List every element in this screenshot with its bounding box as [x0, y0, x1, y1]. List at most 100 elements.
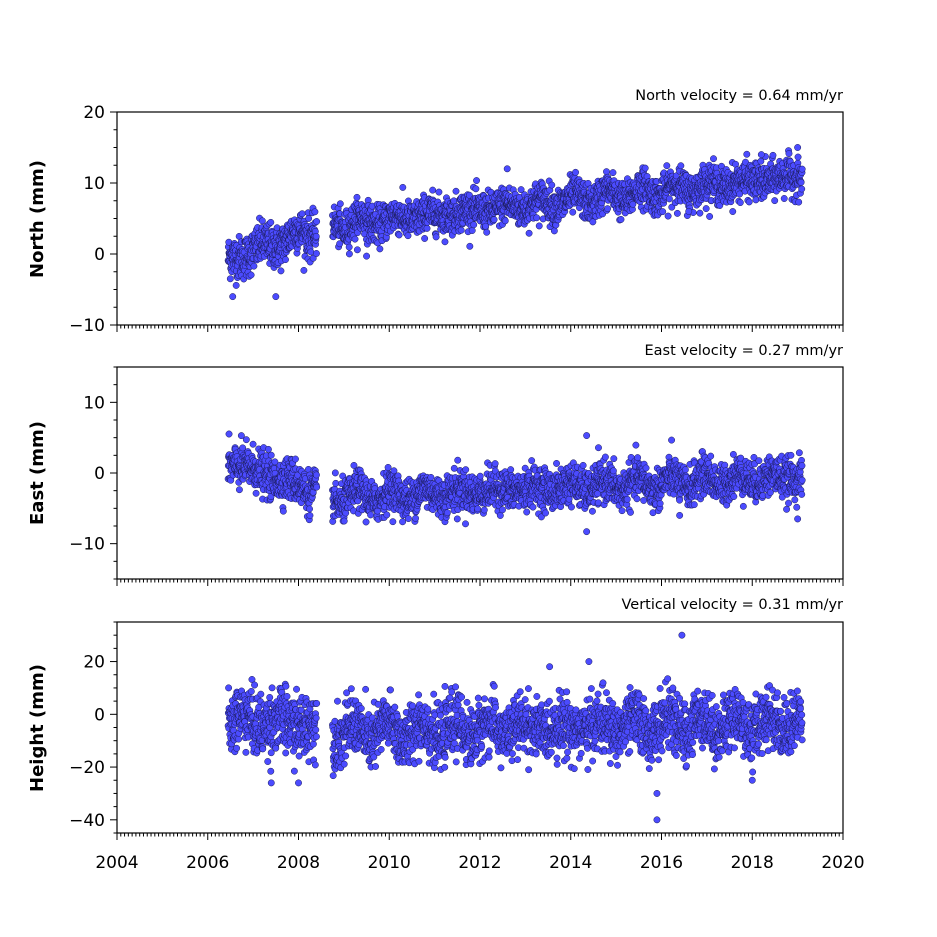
data-point [794, 153, 802, 161]
data-point [470, 221, 478, 229]
data-point [743, 150, 751, 158]
data-point [353, 246, 361, 254]
data-point [412, 514, 420, 522]
north-points [224, 144, 806, 301]
data-point [681, 466, 689, 474]
data-point [421, 235, 429, 242]
data-point [264, 445, 272, 453]
data-point [798, 185, 806, 193]
data-point [476, 472, 484, 480]
data-point [225, 430, 233, 438]
data-point [313, 483, 321, 491]
data-point [752, 196, 760, 204]
data-point [745, 198, 753, 206]
data-point [553, 459, 560, 467]
data-point [306, 512, 314, 519]
data-point [331, 469, 339, 477]
data-point [468, 227, 476, 234]
data-point [633, 495, 641, 503]
data-point [235, 486, 243, 494]
outlier-point [229, 293, 237, 301]
data-point [483, 228, 491, 236]
outlier-point [794, 144, 802, 151]
data-point [300, 266, 308, 274]
data-point [399, 183, 407, 191]
data-point [252, 489, 260, 497]
outlier-point [503, 165, 511, 173]
data-point [690, 501, 698, 509]
data-point [601, 453, 609, 461]
data-point [267, 451, 275, 459]
east-title: East velocity = 0.27 mm/yr [644, 343, 843, 359]
data-point [641, 164, 649, 172]
outlier-point [757, 151, 765, 159]
data-point [351, 235, 359, 243]
data-point [568, 503, 575, 511]
data-point [604, 205, 612, 213]
data-point [457, 226, 465, 234]
east-points [224, 430, 806, 536]
data-point [707, 452, 715, 460]
data-point [798, 165, 806, 173]
data-point [429, 186, 437, 194]
data-point [376, 245, 384, 253]
data-point [629, 200, 637, 208]
data-point [367, 511, 375, 519]
data-point [258, 217, 266, 225]
outlier-point [685, 207, 693, 215]
data-point [312, 471, 320, 479]
data-point [665, 195, 673, 203]
data-point [427, 473, 435, 481]
data-point [565, 495, 573, 503]
data-point [736, 199, 744, 207]
data-point [594, 499, 602, 507]
data-point [441, 238, 449, 246]
data-point [312, 250, 320, 257]
data-point [780, 195, 788, 202]
data-point [572, 168, 580, 176]
data-point [797, 178, 805, 186]
data-point [542, 509, 549, 517]
data-point [617, 216, 625, 223]
data-point [588, 507, 596, 515]
data-point [673, 209, 681, 217]
data-point [550, 227, 558, 235]
data-point [627, 508, 634, 516]
data-point [336, 200, 344, 208]
data-point [548, 181, 556, 189]
data-point [305, 215, 313, 222]
data-point [525, 229, 533, 237]
data-point [507, 466, 515, 474]
data-point [535, 222, 543, 230]
data-point [353, 193, 361, 201]
y-tick-label: 10 [83, 174, 105, 194]
data-point [309, 254, 317, 262]
data-point [435, 188, 443, 196]
data-point [383, 511, 391, 519]
data-point [362, 518, 370, 526]
data-point [267, 218, 275, 226]
data-point [490, 216, 498, 224]
data-point [242, 436, 250, 444]
data-point [528, 457, 536, 465]
data-point [462, 520, 469, 528]
data-point [579, 461, 587, 469]
data-point [677, 162, 685, 170]
data-point [336, 240, 344, 248]
data-point [249, 440, 257, 448]
data-point [472, 185, 480, 193]
data-point [656, 500, 664, 507]
data-point [226, 275, 234, 283]
data-point [664, 212, 672, 220]
data-point [634, 454, 642, 462]
outlier-point [272, 293, 280, 301]
data-point [659, 208, 667, 216]
data-point [569, 208, 577, 216]
data-point [432, 233, 440, 241]
data-point [423, 224, 431, 232]
data-point [610, 455, 618, 463]
data-point [384, 463, 392, 471]
data-point [292, 455, 299, 463]
data-point [273, 224, 281, 232]
